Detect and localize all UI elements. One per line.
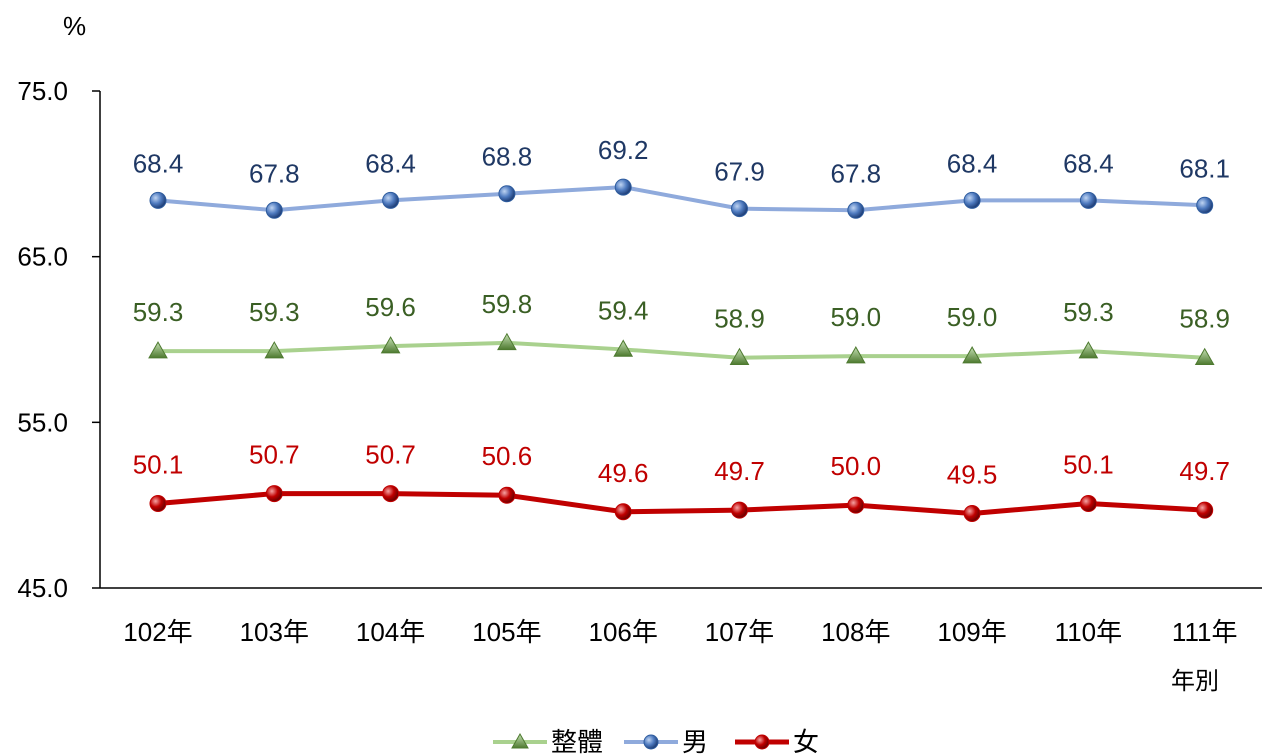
legend-item: 女 (735, 728, 819, 756)
data-label: 68.4 (365, 148, 416, 178)
data-point-marker (731, 501, 748, 519)
data-label: 59.4 (598, 295, 649, 325)
data-label: 59.3 (249, 297, 300, 327)
y-tick-label: 45.0 (17, 573, 68, 603)
data-label: 68.8 (482, 142, 533, 172)
data-point-marker (963, 504, 981, 522)
data-label: 50.7 (365, 440, 416, 470)
data-label: 68.4 (1063, 148, 1114, 178)
data-label: 68.4 (133, 148, 184, 178)
data-point-marker (382, 191, 400, 209)
data-point-marker (731, 200, 748, 218)
data-point-marker (498, 486, 516, 504)
data-label: 50.6 (482, 441, 533, 471)
series-line (157, 491, 1205, 516)
legend-marker (754, 734, 770, 750)
x-tick-label: 110年 (1055, 617, 1122, 647)
data-label: 59.8 (482, 289, 533, 319)
legend-marker (643, 734, 659, 750)
data-label: 67.8 (830, 158, 881, 188)
data-label: 58.9 (1179, 304, 1230, 334)
data-label: 49.5 (947, 459, 998, 489)
x-tick-label: 111年 (1172, 617, 1238, 647)
data-label: 49.7 (714, 456, 765, 486)
legend-label: 女 (793, 728, 819, 756)
data-label: 59.3 (133, 297, 184, 327)
data-point-marker (382, 485, 400, 503)
legend-label: 整體 (551, 728, 603, 756)
y-tick-label: 75.0 (17, 76, 68, 106)
data-label: 58.9 (714, 304, 765, 334)
data-point-marker (264, 341, 285, 359)
data-point-marker (847, 201, 865, 219)
series-2 (149, 485, 1214, 522)
data-point-marker (729, 347, 750, 365)
legend: 整體 男 女 (493, 728, 819, 756)
data-point-marker (1079, 191, 1097, 209)
series-line (158, 340, 1205, 360)
data-point-marker (962, 346, 982, 364)
data-label: 50.1 (1063, 450, 1114, 480)
x-ticks: 102年 103年 104年 105年 106年 107年 108年 109年 110年 111年 (123, 617, 1237, 647)
data-point-marker (614, 503, 632, 521)
data-point-marker (1196, 196, 1214, 214)
data-label: 67.9 (714, 157, 765, 187)
data-point-marker (498, 185, 516, 203)
x-tick-label: 104年 (356, 617, 425, 647)
data-point-marker (265, 485, 283, 503)
series-0 (148, 332, 1215, 365)
x-tick-label: 105年 (472, 617, 541, 647)
y-axis-unit-label: % (63, 11, 86, 41)
data-point-marker (149, 191, 167, 209)
data-point-marker (149, 495, 167, 513)
data-label: 50.0 (830, 451, 881, 481)
legend-item: 男 (624, 728, 708, 756)
series-line (157, 185, 1205, 213)
data-label: 67.8 (249, 158, 300, 188)
legend-marker (511, 732, 529, 749)
y-tick-label: 65.0 (17, 242, 68, 272)
data-point-marker (845, 346, 866, 364)
data-label: 59.3 (1063, 297, 1114, 327)
data-label: 59.0 (830, 302, 881, 332)
axes (99, 91, 1262, 589)
data-label: 59.6 (365, 292, 416, 322)
data-point-marker (1079, 495, 1097, 513)
x-tick-label: 106年 (589, 617, 658, 647)
data-point-marker (963, 191, 981, 209)
data-label: 49.6 (598, 458, 649, 488)
data-point-marker (613, 339, 634, 357)
data-label: 49.7 (1179, 456, 1230, 486)
legend-item: 整體 (493, 728, 603, 756)
data-label: 59.0 (947, 302, 998, 332)
data-point-marker (614, 178, 632, 196)
data-point-marker (1078, 341, 1099, 359)
x-tick-label: 109年 (937, 617, 1006, 647)
data-point-marker (847, 496, 865, 514)
data-point-marker (265, 201, 283, 219)
series-layer (148, 178, 1215, 522)
data-label: 50.7 (249, 440, 300, 470)
y-ticks: 45.0 55.0 65.0 75.0 (17, 76, 100, 603)
data-point-marker (148, 341, 168, 359)
x-tick-label: 103年 (240, 617, 309, 647)
x-tick-label: 107年 (705, 617, 774, 647)
y-tick-label: 55.0 (17, 407, 68, 437)
data-point-marker (497, 332, 517, 351)
data-label: 50.1 (133, 450, 184, 480)
data-label: 69.2 (598, 135, 649, 165)
data-label: 68.1 (1179, 153, 1230, 183)
series-1 (149, 178, 1214, 219)
data-point-marker (1194, 347, 1215, 365)
legend-label: 男 (682, 728, 708, 756)
data-point-marker (380, 336, 401, 354)
data-point-marker (1196, 501, 1214, 519)
x-tick-label: 108年 (821, 617, 890, 647)
x-tick-label: 102年 (123, 617, 192, 647)
data-labels-layer: 59.3 59.3 59.6 59.8 59.4 58.9 59.0 59.0 59.3 58.9… (133, 135, 1230, 489)
data-label: 68.4 (947, 148, 998, 178)
x-axis-title: 年別 (1171, 667, 1219, 695)
